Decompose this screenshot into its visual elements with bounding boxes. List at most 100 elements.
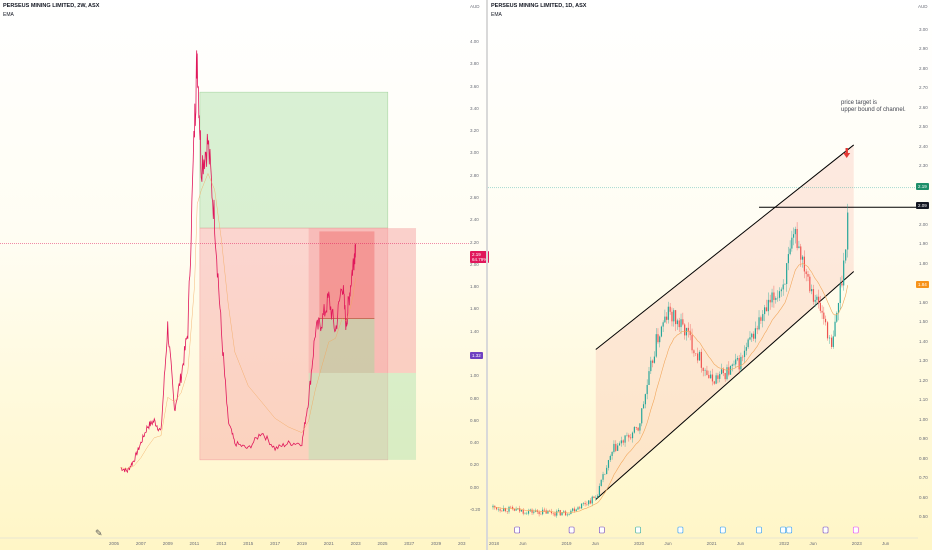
event-marker-icon xyxy=(568,526,575,534)
ema-marker-left: 1.32 xyxy=(470,352,483,359)
x-tick-label: Jun xyxy=(664,541,672,546)
candle-down xyxy=(689,330,691,336)
y-tick-label: -0.20 xyxy=(470,507,481,512)
candle-up xyxy=(659,336,661,343)
left-chart-title: PERSEUS MINING LIMITED, 2W, ASX xyxy=(3,3,100,9)
candle-up xyxy=(580,503,583,509)
candle-up xyxy=(572,508,574,511)
right-chart-pane[interactable]: PERSEUS MINING LIMITED, 1D, ASX EMA AUD … xyxy=(488,0,932,550)
y-tick-label: 1.80 xyxy=(919,260,928,266)
y-tick-label: 1.90 xyxy=(919,241,928,247)
left-chart-canvas[interactable] xyxy=(0,0,486,550)
y-tick-label: 0.40 xyxy=(470,440,479,446)
y-tick-label: 0.50 xyxy=(919,514,928,519)
candle-up xyxy=(598,485,601,496)
candle-down xyxy=(752,333,755,339)
ema-line xyxy=(120,172,356,470)
candle-up xyxy=(794,228,796,235)
y-tick-label: 3.60 xyxy=(470,83,479,89)
annotation-text[interactable]: price target is upper bound of channel. xyxy=(841,100,906,114)
trade-risk-zone xyxy=(319,231,375,319)
candle-down xyxy=(693,350,695,354)
candle-down xyxy=(823,312,825,319)
y-tick-label: 0.80 xyxy=(919,455,928,461)
y-tick-label: 1.00 xyxy=(470,373,479,379)
x-tick-label: 2022 xyxy=(779,541,790,546)
candle-up xyxy=(743,350,746,357)
annotation-line-1: price target is xyxy=(841,100,878,106)
price-marker-right: 2.19 xyxy=(916,183,929,190)
candle-down xyxy=(728,367,730,375)
candle-up xyxy=(792,234,795,238)
candle-down xyxy=(635,427,637,428)
candle-up xyxy=(568,513,570,515)
candle-down xyxy=(589,500,592,504)
candle-down xyxy=(652,360,654,363)
candle-down xyxy=(513,509,515,511)
candle-up xyxy=(527,511,530,514)
candle-up xyxy=(577,507,579,510)
pane-divider[interactable] xyxy=(486,0,488,550)
candle-down xyxy=(549,510,551,512)
price-change: 64.79% xyxy=(472,257,488,262)
arrow-shaft xyxy=(845,148,848,153)
candle-up xyxy=(791,237,793,249)
candle-down xyxy=(495,507,498,510)
candle-down xyxy=(824,318,827,323)
x-tick-label: 2019 xyxy=(561,541,572,546)
annotation-line-2: upper bound of channel. xyxy=(841,107,906,113)
right-chart-canvas[interactable] xyxy=(488,0,932,550)
candle-up xyxy=(633,427,635,433)
y-tick-label: 2.00 xyxy=(470,261,479,267)
y-tick-label: 1.00 xyxy=(919,416,928,422)
candle-down xyxy=(821,310,823,313)
candle-up xyxy=(715,375,717,384)
candle-up xyxy=(557,510,560,512)
candle-up xyxy=(771,292,773,303)
candle-up xyxy=(492,505,494,508)
candle-down xyxy=(630,437,632,439)
candle-up xyxy=(731,364,733,366)
candle-up xyxy=(641,408,643,424)
target-arrow-icon xyxy=(843,153,851,158)
y-tick-label: 3.80 xyxy=(470,61,479,67)
candle-up xyxy=(845,249,847,261)
candle-up xyxy=(611,451,613,456)
event-marker-icon xyxy=(677,526,684,534)
y-tick-label: 1.60 xyxy=(470,306,479,312)
y-tick-label: 1.40 xyxy=(919,338,928,344)
candle-down xyxy=(506,511,508,512)
candle-up xyxy=(673,310,675,322)
candle-down xyxy=(819,303,821,311)
candle-up xyxy=(602,474,604,480)
candle-up xyxy=(778,291,781,298)
candle-up xyxy=(620,440,622,444)
candle-up xyxy=(617,445,619,451)
y-tick-label: 0.60 xyxy=(470,417,479,423)
candle-up xyxy=(547,510,549,514)
y-tick-label: 2.30 xyxy=(919,163,928,169)
candle-down xyxy=(622,440,624,443)
y-tick-label: 1.40 xyxy=(470,328,479,334)
price-marker-left: 2.19 64.79% xyxy=(470,251,490,263)
candle-up xyxy=(624,435,626,443)
candle-down xyxy=(637,427,639,431)
x-tick-label: Jun xyxy=(809,541,817,546)
candle-down xyxy=(545,510,547,514)
candle-down xyxy=(717,375,719,379)
trade-reward-zone xyxy=(319,318,375,373)
candle-up xyxy=(740,356,742,370)
candle-down xyxy=(674,310,677,325)
x-tick-label: 2015 xyxy=(243,541,254,546)
candle-up xyxy=(613,443,615,452)
candle-down xyxy=(765,307,768,312)
candle-up xyxy=(542,509,544,515)
candle-up xyxy=(719,374,721,379)
candle-down xyxy=(519,508,521,512)
y-tick-label: 2.20 xyxy=(470,239,479,245)
x-tick-label: 2023 xyxy=(851,541,862,546)
candle-down xyxy=(826,322,829,339)
left-chart-pane[interactable]: PERSEUS MINING LIMITED, 2W, ASX EMA AUD … xyxy=(0,0,490,550)
candle-down xyxy=(760,317,762,321)
candle-down xyxy=(722,369,724,374)
